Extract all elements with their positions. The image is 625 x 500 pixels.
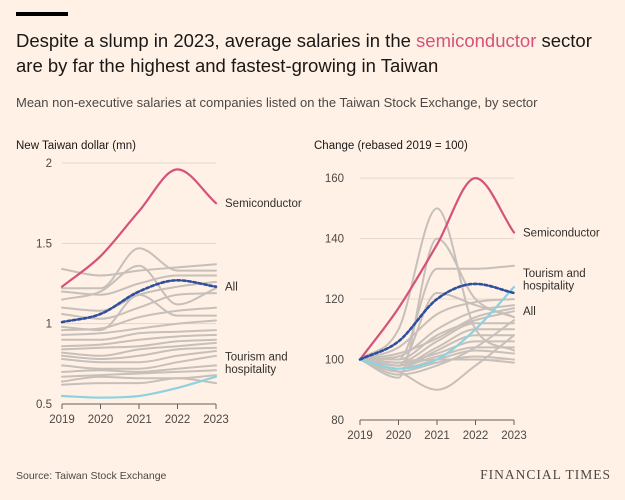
left-series-all (60, 279, 218, 324)
left-series-semiconductor (60, 168, 218, 288)
left-xtick-label: 2021 (126, 414, 152, 426)
left-series-other (61, 306, 217, 332)
left-label-tourism: hospitality (225, 364, 276, 376)
right-xtick-label: 2020 (386, 430, 412, 442)
left-label-all: All (225, 282, 238, 294)
chart-title: Despite a slump in 2023, average salarie… (16, 28, 616, 78)
left-series-tourism (60, 375, 218, 399)
title-part-2: sector are by far the highest and fastes… (16, 30, 592, 76)
right-ytick-label: 140 (325, 234, 344, 246)
left-series-other (61, 247, 217, 290)
right-chart: 80 100 120 140 160 2019 2020 2021 2022 2023 Semico… (325, 173, 600, 442)
left-series-other (61, 346, 217, 360)
left-xtick-label: 2023 (203, 414, 229, 426)
right-label-semiconductor: Semiconductor (523, 228, 600, 240)
chart-subtitle: Mean non-executive salaries at companies… (16, 95, 538, 110)
right-ytick-label: 160 (325, 173, 344, 185)
right-xtick-label: 2019 (347, 430, 373, 442)
right-ytick-label: 100 (325, 355, 344, 367)
left-series-other (61, 350, 217, 364)
right-label-tourism: Tourism and (523, 268, 586, 280)
left-series-other (61, 329, 217, 341)
right-series-other (359, 319, 515, 376)
left-xtick-label: 2020 (88, 414, 114, 426)
left-ytick-label: 1 (46, 319, 52, 331)
title-part-1: Despite a slump in 2023, average salarie… (16, 30, 417, 51)
left-label-tourism: Tourism and (225, 352, 288, 364)
right-chart-title: Change (rebased 2019 = 100) (314, 140, 468, 152)
left-series-other (61, 264, 217, 306)
left-series-other (61, 364, 217, 373)
left-ytick-label: 2 (46, 158, 52, 170)
left-chart: 0.5 1 1.5 2 2019 2020 2021 2022 2023 Semiconducto… (36, 158, 302, 426)
right-series-semiconductor (358, 177, 516, 361)
right-series-other (359, 355, 515, 373)
left-series-other (61, 374, 217, 383)
ft-brand: FINANCIAL TIMES (480, 467, 611, 482)
right-xtick-label: 2023 (501, 430, 527, 442)
left-series-other (61, 333, 217, 348)
left-label-semiconductor: Semiconductor (225, 198, 302, 210)
right-series-other (359, 307, 515, 361)
right-ytick-label: 80 (331, 415, 344, 427)
ft-top-bar (16, 12, 68, 16)
left-ytick-label: 1.5 (36, 238, 52, 250)
right-series-all (358, 282, 516, 361)
right-label-all: All (523, 306, 536, 318)
left-series-other (61, 354, 217, 370)
right-series-tourism (358, 285, 516, 370)
right-xtick-label: 2022 (463, 430, 489, 442)
right-label-tourism: hospitality (523, 280, 574, 292)
right-series-other (359, 346, 515, 367)
left-ytick-label: 0.5 (36, 399, 52, 411)
left-series-other (61, 263, 217, 277)
left-series-other (61, 341, 217, 357)
left-series-other (61, 377, 217, 386)
title-highlight: semiconductor (416, 30, 537, 51)
left-series-other (61, 369, 217, 378)
source-note: Source: Taiwan Stock Exchange (16, 470, 167, 482)
right-ytick-label: 120 (325, 294, 344, 306)
left-series-other (61, 319, 217, 336)
right-series-other (359, 304, 515, 361)
left-chart-title: New Taiwan dollar (mn) (16, 140, 136, 152)
left-xtick-label: 2019 (49, 414, 75, 426)
left-series-other (61, 338, 217, 351)
right-series-other (359, 298, 515, 361)
right-xtick-label: 2021 (424, 430, 450, 442)
right-series-other (359, 237, 515, 379)
left-xtick-label: 2022 (165, 414, 191, 426)
